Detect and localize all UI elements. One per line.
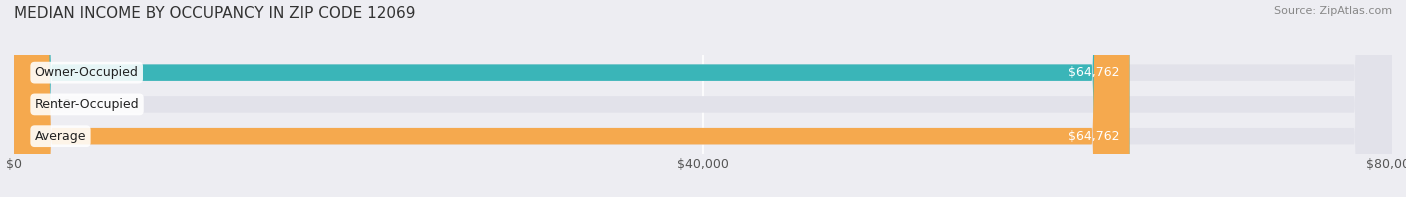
Text: $64,762: $64,762 [1067, 130, 1119, 143]
Text: Average: Average [35, 130, 86, 143]
Text: Renter-Occupied: Renter-Occupied [35, 98, 139, 111]
Text: Owner-Occupied: Owner-Occupied [35, 66, 139, 79]
Text: $64,762: $64,762 [1067, 66, 1119, 79]
Text: MEDIAN INCOME BY OCCUPANCY IN ZIP CODE 12069: MEDIAN INCOME BY OCCUPANCY IN ZIP CODE 1… [14, 6, 416, 21]
Text: $0: $0 [55, 98, 72, 111]
FancyBboxPatch shape [14, 0, 1129, 197]
FancyBboxPatch shape [14, 0, 1392, 197]
Text: Source: ZipAtlas.com: Source: ZipAtlas.com [1274, 6, 1392, 16]
FancyBboxPatch shape [14, 0, 45, 197]
FancyBboxPatch shape [14, 0, 1129, 197]
FancyBboxPatch shape [14, 0, 1392, 197]
FancyBboxPatch shape [14, 0, 1392, 197]
